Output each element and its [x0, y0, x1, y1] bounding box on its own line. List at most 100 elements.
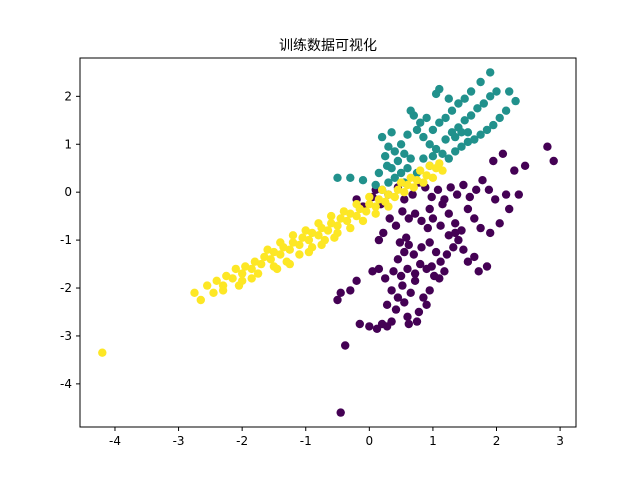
data-point — [190, 288, 199, 297]
data-point — [435, 159, 444, 168]
data-point — [543, 142, 552, 151]
data-point — [409, 250, 418, 259]
data-point — [238, 269, 247, 278]
data-point — [470, 252, 479, 262]
data-point — [501, 106, 511, 115]
data-point — [395, 238, 405, 247]
data-point — [520, 161, 530, 170]
data-point — [495, 113, 504, 123]
data-point — [428, 152, 438, 161]
data-point — [333, 173, 342, 182]
data-point — [336, 408, 345, 417]
data-point — [250, 257, 260, 266]
y-axis: -4 -3 -2 -1 0 1 2 — [60, 89, 80, 391]
data-point — [476, 130, 485, 139]
data-point — [484, 185, 494, 194]
data-point — [422, 264, 431, 274]
data-point — [400, 188, 409, 197]
data-point — [234, 281, 244, 290]
data-point — [452, 190, 462, 199]
data-point — [346, 173, 355, 182]
data-point — [403, 130, 412, 139]
data-point — [428, 173, 438, 182]
x-tick-label: -2 — [236, 434, 248, 448]
data-point — [451, 228, 460, 238]
data-point — [377, 132, 387, 142]
x-tick-label: -4 — [109, 434, 121, 448]
data-point — [371, 209, 380, 218]
data-point — [400, 149, 409, 158]
data-point — [389, 267, 398, 276]
data-point — [404, 240, 413, 250]
data-point — [486, 228, 495, 238]
data-point — [304, 247, 314, 257]
data-point — [404, 214, 413, 223]
data-point — [446, 183, 455, 192]
data-point — [400, 298, 409, 307]
data-point — [342, 216, 352, 226]
data-point — [355, 319, 364, 329]
data-point — [406, 173, 415, 182]
data-point — [412, 125, 422, 135]
data-point — [428, 214, 438, 223]
data-point — [403, 312, 412, 321]
data-point — [410, 269, 420, 278]
data-point — [476, 77, 485, 87]
data-point — [333, 221, 342, 230]
data-point — [460, 116, 469, 125]
data-point — [358, 216, 368, 226]
data-point — [387, 286, 396, 295]
y-tick-label: 0 — [64, 185, 72, 199]
data-point — [272, 264, 282, 274]
data-point — [400, 195, 409, 204]
data-point — [346, 209, 355, 218]
data-point — [451, 147, 460, 156]
data-point — [433, 185, 443, 194]
data-point — [465, 192, 474, 202]
data-point — [352, 200, 361, 209]
data-point — [398, 281, 407, 290]
data-point — [419, 132, 428, 142]
data-point — [257, 259, 266, 269]
data-point — [457, 128, 466, 137]
data-point — [266, 255, 275, 264]
data-point — [403, 180, 412, 190]
data-point — [374, 264, 384, 274]
data-point — [295, 250, 304, 259]
data-point — [466, 87, 476, 96]
data-point — [276, 238, 285, 247]
data-point — [438, 166, 447, 175]
data-point — [212, 276, 221, 285]
data-point — [241, 262, 250, 271]
data-point — [406, 288, 415, 297]
y-tick-label: -2 — [60, 281, 72, 295]
data-point — [304, 235, 314, 245]
chart-title: 训练数据可视化 — [279, 38, 377, 54]
data-point — [425, 286, 434, 295]
data-point — [371, 180, 380, 190]
data-point — [425, 238, 434, 247]
data-point — [314, 231, 323, 240]
data-point — [498, 149, 508, 158]
data-point — [404, 319, 413, 329]
y-tick-label: -1 — [60, 233, 72, 247]
data-point — [393, 255, 403, 264]
data-point — [352, 276, 361, 285]
data-point — [441, 135, 450, 144]
data-point — [463, 137, 473, 147]
data-point — [317, 240, 326, 250]
data-point — [478, 176, 487, 185]
y-tick-label: -3 — [60, 329, 72, 343]
data-point — [425, 140, 434, 149]
data-point — [474, 267, 483, 276]
data-point — [410, 209, 420, 218]
data-point — [98, 348, 107, 357]
data-point — [218, 286, 228, 295]
data-point — [419, 178, 428, 187]
data-point — [288, 231, 298, 240]
data-point — [438, 200, 447, 209]
data-point — [425, 161, 434, 170]
data-point — [419, 293, 428, 302]
data-point — [374, 168, 384, 178]
